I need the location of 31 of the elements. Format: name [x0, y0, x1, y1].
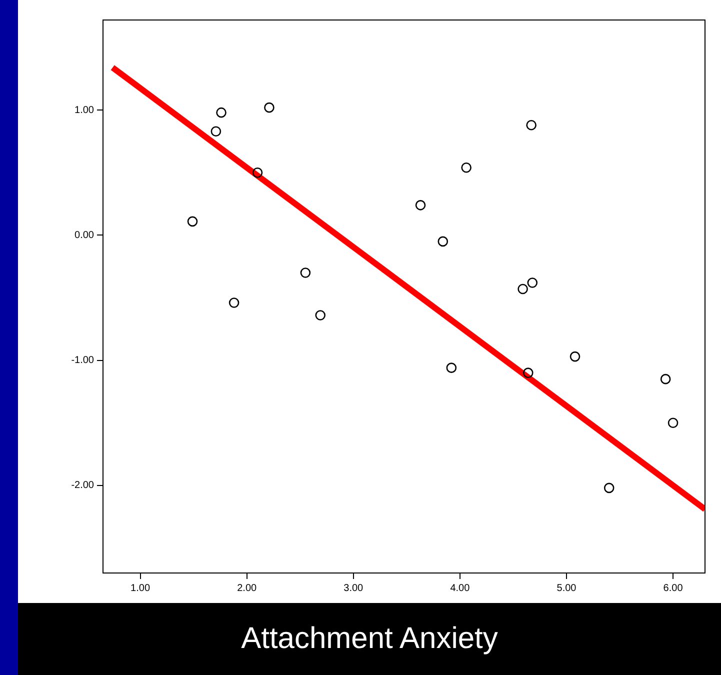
point: [315, 310, 326, 320]
x-tick-label: 2.00: [237, 582, 258, 594]
point: [522, 368, 534, 378]
point: [446, 362, 457, 373]
y-tick-label: -2.00: [71, 480, 94, 492]
point: [570, 351, 580, 362]
x-axis-title: Attachment Anxiety: [18, 603, 721, 675]
point: [518, 284, 528, 294]
point: [264, 102, 274, 113]
y-tick-label: -1.00: [71, 355, 94, 366]
point: [252, 167, 263, 178]
point: [300, 268, 311, 278]
point: [527, 278, 538, 288]
y-tick-label: 1.00: [74, 104, 94, 116]
x-tick-label: 5.00: [556, 582, 577, 594]
point: [438, 236, 448, 247]
point: [526, 120, 536, 130]
x-tick-label: 1.00: [130, 582, 150, 594]
point: [228, 298, 240, 308]
point: [604, 482, 614, 494]
x-tick-label: 4.00: [450, 582, 470, 594]
y-tick-label: 0.00: [74, 230, 94, 241]
point: [461, 162, 472, 173]
x-tick-label: 6.00: [663, 582, 684, 594]
point: [668, 418, 678, 428]
point: [216, 107, 226, 118]
point: [210, 126, 222, 136]
x-tick-label: 3.00: [344, 582, 364, 594]
point: [187, 216, 198, 227]
point: [660, 374, 671, 384]
point: [415, 200, 426, 210]
